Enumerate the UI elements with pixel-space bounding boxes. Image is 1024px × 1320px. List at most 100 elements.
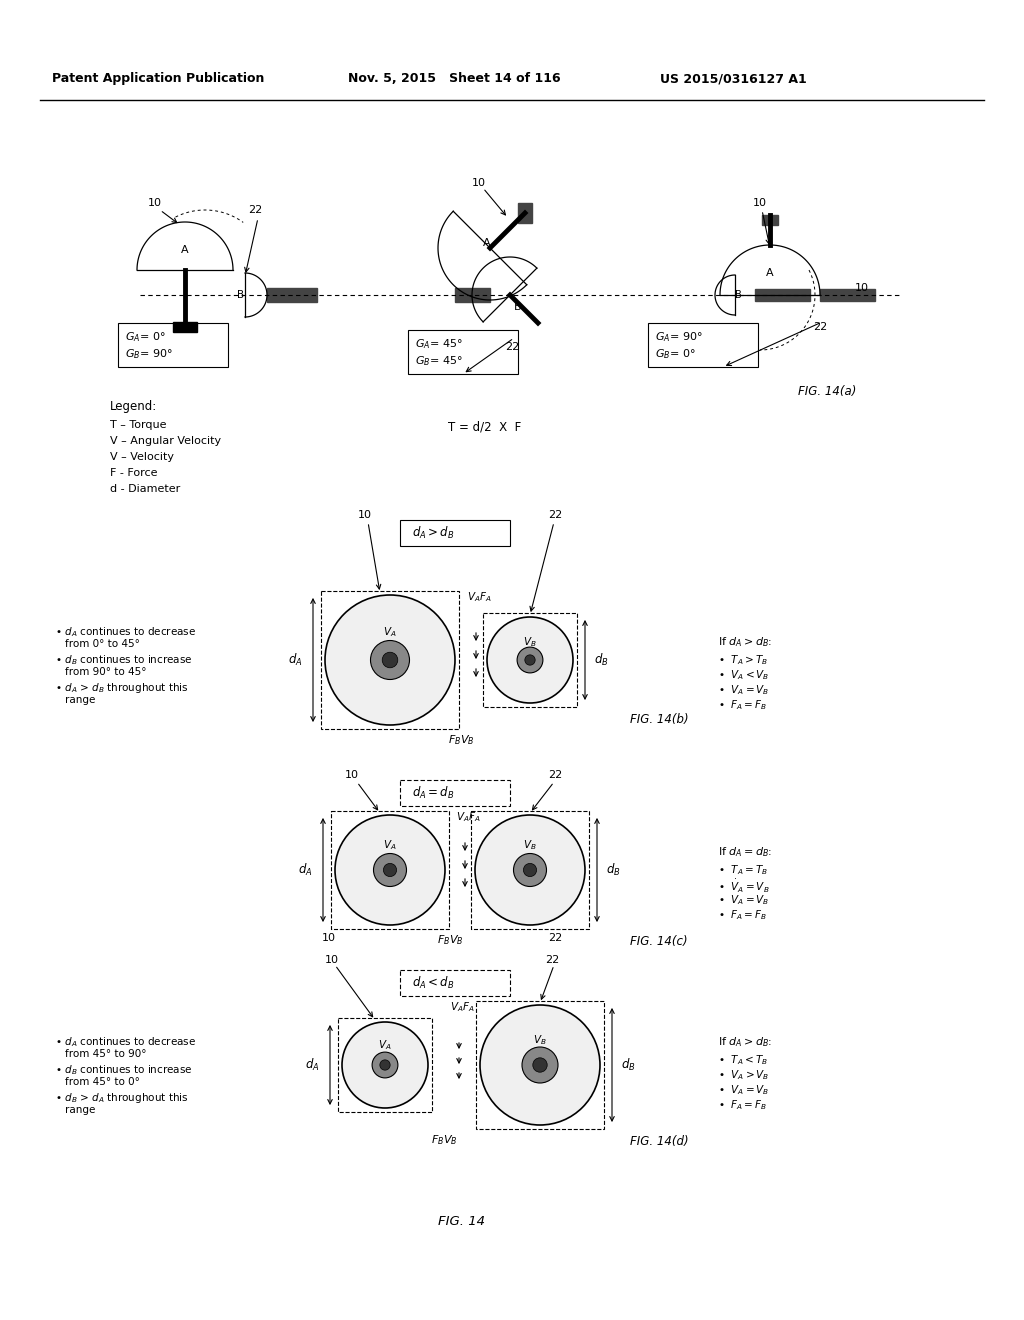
- Text: $V_B$: $V_B$: [534, 1034, 547, 1047]
- Text: 10: 10: [753, 198, 767, 209]
- Circle shape: [374, 854, 407, 887]
- Text: Legend:: Legend:: [110, 400, 158, 413]
- Text: $V_B$: $V_B$: [523, 838, 537, 851]
- Text: $d_A$: $d_A$: [305, 1057, 319, 1073]
- Text: $G_B$= 0°: $G_B$= 0°: [655, 347, 695, 360]
- Text: $d_B$: $d_B$: [621, 1057, 635, 1073]
- Circle shape: [475, 814, 585, 925]
- Bar: [173, 322, 197, 333]
- Text: A: A: [766, 268, 774, 279]
- Text: $V_B$: $V_B$: [523, 635, 537, 649]
- Bar: [400, 970, 510, 997]
- Text: •  $V_A > V_B$: • $V_A > V_B$: [718, 1068, 769, 1082]
- Text: • $d_A$ > $d_B$ throughout this: • $d_A$ > $d_B$ throughout this: [55, 681, 188, 696]
- Text: B: B: [734, 290, 741, 300]
- Text: $V_AF_A$: $V_AF_A$: [456, 810, 480, 824]
- Bar: [648, 323, 758, 367]
- Bar: [400, 780, 510, 807]
- Circle shape: [380, 1060, 390, 1071]
- Bar: [338, 1018, 432, 1111]
- Text: If $d_A = d_B$:: If $d_A = d_B$:: [718, 845, 772, 859]
- Text: $F_BV_B$: $F_BV_B$: [447, 733, 474, 747]
- Text: 10: 10: [855, 282, 869, 293]
- Circle shape: [517, 647, 543, 673]
- Circle shape: [480, 1005, 600, 1125]
- Text: B: B: [238, 290, 245, 300]
- Text: •  $F_A = F_B$: • $F_A = F_B$: [718, 698, 767, 711]
- Circle shape: [513, 854, 547, 887]
- Circle shape: [335, 814, 445, 925]
- Bar: [762, 215, 778, 224]
- Circle shape: [382, 652, 397, 668]
- Text: $F_BV_B$: $F_BV_B$: [437, 933, 463, 946]
- Text: $G_B$= 90°: $G_B$= 90°: [125, 347, 173, 360]
- Text: •  $T_A = T_B$: • $T_A = T_B$: [718, 863, 768, 876]
- Text: FIG. 14(d): FIG. 14(d): [630, 1135, 688, 1148]
- Text: $d_A < d_B$: $d_A < d_B$: [412, 975, 455, 991]
- Text: B: B: [514, 302, 522, 312]
- Text: FIG. 14: FIG. 14: [438, 1214, 485, 1228]
- Text: Patent Application Publication: Patent Application Publication: [52, 73, 264, 84]
- Text: •  $T_A < T_B$: • $T_A < T_B$: [718, 1053, 768, 1067]
- Text: 10: 10: [358, 510, 372, 520]
- Circle shape: [371, 640, 410, 680]
- Text: Nov. 5, 2015   Sheet 14 of 116: Nov. 5, 2015 Sheet 14 of 116: [348, 73, 560, 84]
- Circle shape: [487, 616, 573, 704]
- Text: 22: 22: [545, 954, 559, 965]
- Text: $F_BV_B$: $F_BV_B$: [431, 1133, 458, 1147]
- Text: 10: 10: [345, 770, 359, 780]
- Text: $V_AF_A$: $V_AF_A$: [467, 590, 492, 603]
- Bar: [471, 810, 589, 929]
- Text: $d_A$: $d_A$: [288, 652, 302, 668]
- Text: •  $F_A = F_B$: • $F_A = F_B$: [718, 1098, 767, 1111]
- Text: •  $\dot{V}_A = V_B$: • $\dot{V}_A = V_B$: [718, 878, 770, 895]
- Text: 22: 22: [813, 322, 827, 333]
- Text: $d_A > d_B$: $d_A > d_B$: [412, 525, 455, 541]
- Text: $d_A$: $d_A$: [298, 862, 312, 878]
- Text: 22: 22: [548, 933, 562, 942]
- Text: $V_A$: $V_A$: [378, 1038, 392, 1052]
- Text: 10: 10: [325, 954, 339, 965]
- Bar: [400, 520, 510, 546]
- Circle shape: [523, 863, 537, 876]
- Text: US 2015/0316127 A1: US 2015/0316127 A1: [660, 73, 807, 84]
- Text: range: range: [65, 696, 95, 705]
- Text: If $d_A > d_B$:: If $d_A > d_B$:: [718, 635, 772, 649]
- Text: 10: 10: [148, 198, 162, 209]
- Text: • $d_B$ continues to increase: • $d_B$ continues to increase: [55, 1063, 193, 1077]
- Text: FIG. 14(c): FIG. 14(c): [630, 935, 688, 948]
- Text: 22: 22: [248, 205, 262, 215]
- Bar: [455, 288, 490, 302]
- Bar: [331, 810, 449, 929]
- Text: from 0° to 45°: from 0° to 45°: [65, 639, 140, 649]
- Bar: [118, 323, 228, 367]
- Text: 10: 10: [322, 933, 336, 942]
- Circle shape: [342, 1022, 428, 1107]
- Text: FIG. 14(a): FIG. 14(a): [798, 385, 856, 399]
- Text: $V_A$: $V_A$: [383, 838, 396, 851]
- Text: $d_B$: $d_B$: [594, 652, 608, 668]
- Circle shape: [383, 863, 396, 876]
- Bar: [476, 1001, 604, 1129]
- Text: A: A: [483, 238, 490, 248]
- Text: A: A: [181, 246, 188, 255]
- Text: T = d/2  X  F: T = d/2 X F: [449, 420, 521, 433]
- Text: from 45° to 90°: from 45° to 90°: [65, 1049, 146, 1059]
- Text: $d_B$: $d_B$: [605, 862, 621, 878]
- Text: T – Torque: T – Torque: [110, 420, 167, 430]
- Text: 10: 10: [472, 178, 486, 187]
- Text: 22: 22: [505, 342, 519, 352]
- Bar: [408, 330, 518, 374]
- Circle shape: [522, 1047, 558, 1082]
- Bar: [820, 289, 874, 301]
- Text: • $d_B$ continues to increase: • $d_B$ continues to increase: [55, 653, 193, 667]
- Text: 22: 22: [548, 510, 562, 520]
- Text: $G_A$= 0°: $G_A$= 0°: [125, 330, 166, 343]
- Text: $V_AF_A$: $V_AF_A$: [450, 1001, 474, 1014]
- Text: •  $V_A = V_B$: • $V_A = V_B$: [718, 682, 769, 697]
- Text: $G_A$= 90°: $G_A$= 90°: [655, 330, 702, 343]
- Circle shape: [372, 1052, 398, 1078]
- Text: If $d_A > d_B$:: If $d_A > d_B$:: [718, 1035, 772, 1049]
- Bar: [755, 289, 810, 301]
- Circle shape: [525, 655, 536, 665]
